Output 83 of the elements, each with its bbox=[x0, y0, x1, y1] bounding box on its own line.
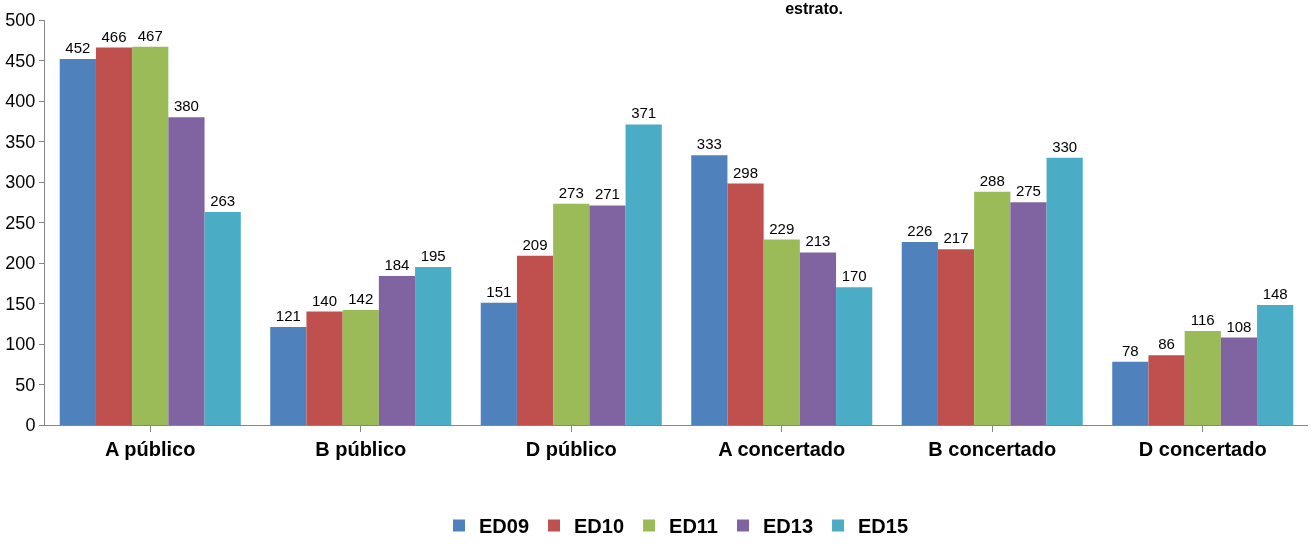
legend-label: ED15 bbox=[858, 515, 909, 538]
bar bbox=[1184, 331, 1221, 425]
data-label: 151 bbox=[486, 282, 512, 300]
bar bbox=[1046, 157, 1083, 425]
bar bbox=[378, 275, 416, 425]
y-tick-label: 500 bbox=[5, 10, 36, 31]
data-label: 140 bbox=[312, 291, 338, 309]
y-tick-label: 400 bbox=[5, 91, 36, 112]
data-label: 271 bbox=[594, 185, 620, 203]
bar bbox=[342, 309, 379, 425]
legend-label: ED11 bbox=[669, 515, 718, 538]
data-label: 226 bbox=[907, 221, 933, 239]
y-tick-label: 250 bbox=[5, 212, 36, 233]
bar bbox=[95, 47, 133, 425]
data-label: 116 bbox=[1190, 311, 1215, 329]
data-label: 273 bbox=[558, 183, 584, 201]
chart-title: estrato. bbox=[785, 0, 843, 17]
x-tick-label: B concertado bbox=[928, 438, 1057, 460]
bar bbox=[763, 239, 800, 425]
bar bbox=[204, 211, 241, 425]
bar bbox=[516, 255, 554, 425]
data-label: 275 bbox=[1015, 182, 1041, 200]
data-label: 380 bbox=[173, 97, 199, 115]
data-label: 452 bbox=[65, 38, 91, 56]
bar bbox=[59, 58, 96, 425]
bar bbox=[132, 46, 169, 425]
data-label: 213 bbox=[805, 232, 831, 250]
data-label: 263 bbox=[210, 191, 236, 209]
y-tick-label: 150 bbox=[5, 293, 36, 314]
y-tick-label: 50 bbox=[15, 374, 36, 395]
data-label: 170 bbox=[841, 267, 867, 285]
data-label: 108 bbox=[1226, 317, 1252, 335]
bar bbox=[1010, 202, 1047, 425]
data-label: 217 bbox=[943, 229, 969, 247]
data-label: 142 bbox=[348, 289, 374, 307]
legend-label: ED13 bbox=[763, 515, 814, 538]
x-tick-label: B público bbox=[315, 438, 407, 460]
bar bbox=[974, 191, 1011, 425]
data-label: 148 bbox=[1262, 285, 1288, 303]
y-tick-label: 350 bbox=[5, 131, 36, 152]
data-label: 78 bbox=[1122, 341, 1139, 359]
data-label: 229 bbox=[769, 219, 795, 237]
x-tick-label: A concertado bbox=[718, 438, 846, 460]
x-tick-label: A público bbox=[105, 438, 196, 460]
bar bbox=[415, 267, 452, 425]
data-label: 466 bbox=[101, 27, 127, 45]
data-label: 195 bbox=[420, 247, 446, 265]
bar bbox=[727, 183, 764, 425]
y-tick-label: 450 bbox=[5, 50, 36, 71]
y-tick-label: 0 bbox=[25, 415, 36, 436]
data-label: 298 bbox=[733, 163, 759, 181]
bar bbox=[799, 252, 837, 425]
bar bbox=[306, 311, 343, 425]
y-tick-label: 200 bbox=[5, 253, 36, 274]
bar bbox=[1112, 361, 1149, 425]
bar bbox=[625, 124, 662, 425]
bar bbox=[589, 205, 626, 425]
bar bbox=[480, 302, 517, 425]
bar bbox=[270, 326, 307, 425]
legend-label: ED10 bbox=[574, 515, 625, 538]
data-label: 209 bbox=[522, 235, 548, 253]
data-label: 288 bbox=[979, 171, 1005, 189]
bar bbox=[1257, 305, 1294, 425]
bar bbox=[937, 249, 975, 425]
x-tick-label: D concertado bbox=[1138, 438, 1267, 460]
data-label: 333 bbox=[696, 135, 722, 153]
x-tick-label: D público bbox=[525, 438, 617, 460]
bar bbox=[1148, 355, 1185, 425]
bar bbox=[836, 287, 873, 425]
data-label: 184 bbox=[384, 255, 410, 273]
bar bbox=[1220, 337, 1258, 425]
legend-label: ED09 bbox=[479, 515, 530, 538]
data-label: 121 bbox=[275, 306, 301, 324]
data-label: 467 bbox=[137, 26, 163, 44]
bar bbox=[168, 117, 205, 425]
data-label: 330 bbox=[1052, 137, 1078, 155]
bar bbox=[553, 203, 590, 425]
data-label: 371 bbox=[631, 104, 657, 122]
y-tick-label: 100 bbox=[5, 334, 36, 355]
bar bbox=[901, 241, 938, 425]
bar bbox=[691, 155, 728, 425]
y-tick-label: 300 bbox=[5, 172, 36, 193]
data-label: 86 bbox=[1158, 335, 1175, 353]
